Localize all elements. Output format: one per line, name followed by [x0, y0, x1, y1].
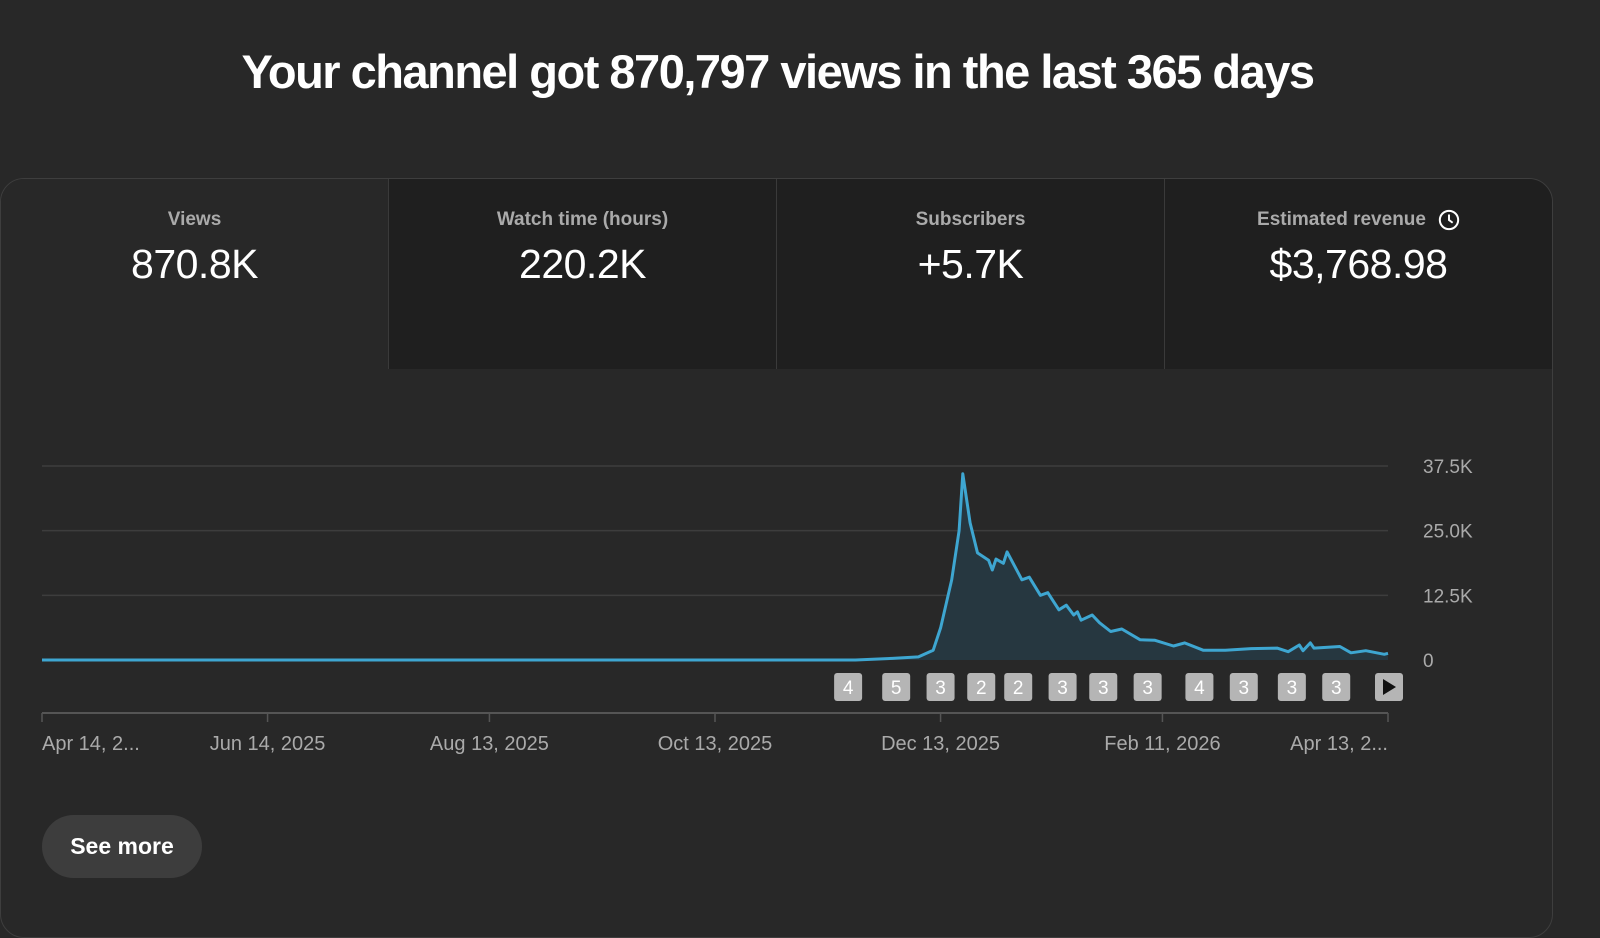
views-area: [42, 473, 1388, 660]
metric-tabs: Views 870.8K Watch time (hours) 220.2K S…: [1, 179, 1552, 369]
metric-label: Estimated revenue: [1257, 209, 1426, 230]
annotation-marker[interactable]: 3: [1277, 673, 1306, 701]
tab-estimated-revenue[interactable]: Estimated revenue $3,768.98: [1164, 179, 1552, 369]
tab-watch-time[interactable]: Watch time (hours) 220.2K: [388, 179, 776, 369]
x-tick-label: Oct 13, 2025: [658, 733, 773, 755]
annotation-marker[interactable]: 3: [1133, 673, 1162, 701]
x-tick-label: Jun 14, 2025: [210, 733, 326, 755]
annotation-more-button[interactable]: [1375, 673, 1403, 701]
metric-value: 870.8K: [131, 241, 258, 287]
metric-value: 220.2K: [519, 241, 646, 287]
x-tick-label: Feb 11, 2026: [1104, 733, 1220, 755]
annotation-marker[interactable]: 4: [834, 673, 863, 701]
x-tick-label: Aug 13, 2025: [430, 733, 549, 755]
annotation-marker[interactable]: 5: [882, 673, 911, 701]
x-tick-label: Apr 13, 2...: [1290, 733, 1388, 755]
annotation-count: 5: [891, 678, 902, 699]
annotation-count: 4: [1194, 678, 1205, 699]
annotation-count: 2: [976, 678, 987, 699]
see-more-button[interactable]: See more: [42, 815, 202, 878]
y-tick-label: 0: [1423, 651, 1434, 672]
annotation-count: 4: [843, 678, 854, 699]
views-line: [42, 472, 1389, 662]
annotation-count: 3: [1287, 678, 1298, 699]
tab-subscribers[interactable]: Subscribers +5.7K: [776, 179, 1164, 369]
clock-icon[interactable]: [1438, 209, 1460, 231]
annotation-count: 3: [1331, 678, 1342, 699]
annotation-count: 2: [1013, 678, 1024, 699]
x-tick-label: Apr 14, 2...: [42, 733, 140, 755]
metric-label: Views: [167, 209, 222, 230]
y-tick-label: 25.0K: [1423, 522, 1473, 543]
annotation-count: 3: [1142, 678, 1153, 699]
annotation-marker[interactable]: 3: [1089, 673, 1118, 701]
metric-label: Watch time (hours): [496, 209, 669, 230]
annotation-marker[interactable]: 3: [1322, 673, 1351, 701]
x-tick-label: Dec 13, 2025: [881, 733, 1000, 755]
metric-value: +5.7K: [917, 241, 1024, 287]
annotation-marker[interactable]: 4: [1185, 673, 1214, 701]
annotation-marker[interactable]: 3: [1048, 673, 1077, 701]
tab-views[interactable]: Views 870.8K: [1, 179, 388, 369]
annotation-count: 3: [1098, 678, 1109, 699]
play-icon: [1383, 679, 1396, 695]
annotation-marker[interactable]: 2: [967, 673, 996, 701]
metric-label: Subscribers: [915, 209, 1026, 230]
annotation-marker[interactable]: 3: [926, 673, 955, 701]
annotation-count: 3: [1057, 678, 1068, 699]
page-title: Your channel got 870,797 views in the la…: [241, 45, 1316, 98]
annotation-marker[interactable]: 3: [1229, 673, 1258, 701]
annotation-marker[interactable]: 2: [1004, 673, 1033, 701]
views-chart: 0 12.5K 25.0K 37.5K 4 5 3 2 2 3 3 3 4 3 3 3 Apr 14, 2...…: [41, 457, 1473, 755]
metric-value: $3,768.98: [1269, 241, 1448, 287]
annotation-count: 3: [1238, 678, 1249, 699]
analytics-card: Views 870.8K Watch time (hours) 220.2K S…: [0, 178, 1553, 938]
y-tick-label: 37.5K: [1423, 457, 1473, 478]
annotation-count: 3: [935, 678, 946, 699]
y-tick-label: 12.5K: [1423, 586, 1473, 607]
